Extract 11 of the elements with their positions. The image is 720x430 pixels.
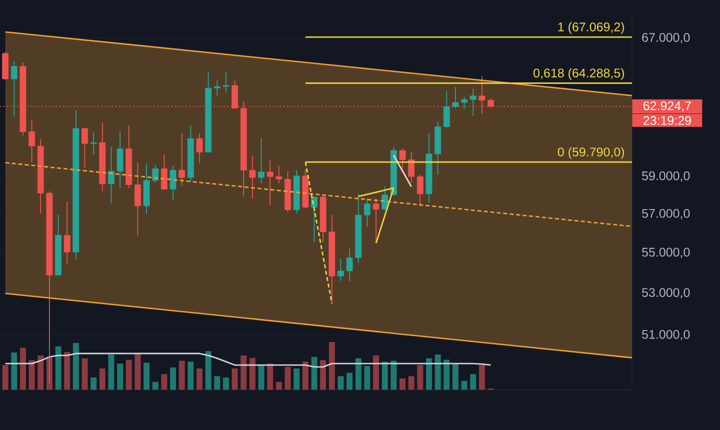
y-tick-label: 53.000,0 xyxy=(642,288,690,298)
series-label: 0,618 (64.288,5) xyxy=(534,68,624,80)
y-tick-label: 59.000,0 xyxy=(642,171,690,182)
y-tick-label: 51.000,0 xyxy=(642,330,690,340)
ref-line-label: 62.924,7 xyxy=(643,101,691,112)
series-label: 1 (67.069,2) xyxy=(558,22,624,34)
series-label: 0 (59.790,0) xyxy=(558,147,624,159)
text: 23:19:29 xyxy=(643,116,691,125)
y-tick-label: 67.000,0 xyxy=(642,33,690,44)
y-tick-label: 57.000,0 xyxy=(642,208,690,220)
y-tick-label: 55.000,0 xyxy=(642,248,690,258)
